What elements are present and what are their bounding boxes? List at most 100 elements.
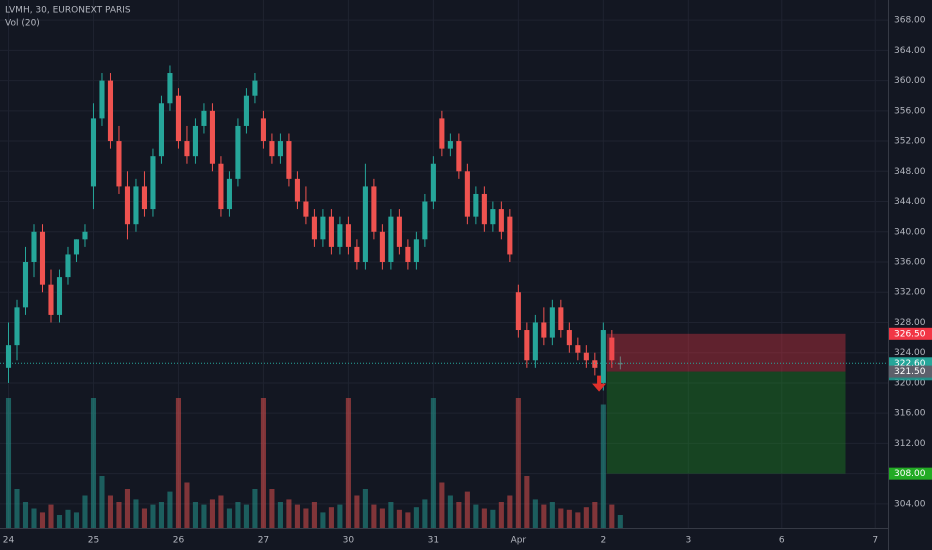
volume-bar	[473, 504, 479, 528]
volume-bar	[532, 499, 538, 528]
volume-bar	[269, 489, 275, 528]
candle-body	[14, 307, 20, 346]
candle-body	[354, 246, 360, 262]
candle-body	[99, 80, 105, 119]
volume-bar	[150, 504, 156, 528]
volume-bar	[90, 398, 97, 528]
volume-bar	[345, 398, 351, 528]
volume-bar	[48, 504, 54, 528]
volume-legend: Vol (20)	[5, 19, 40, 29]
volume-bar	[56, 515, 63, 528]
candle-body	[566, 330, 572, 346]
candle-body	[65, 254, 71, 278]
volume-bar	[192, 502, 198, 528]
candle-body	[473, 193, 479, 217]
volume-bar	[320, 512, 326, 528]
candle-body	[439, 118, 445, 149]
candle-body	[617, 363, 623, 365]
candle-body	[39, 231, 46, 285]
y-tick-label: 352.00	[894, 137, 926, 147]
volume-bar	[277, 502, 283, 528]
volume-bar	[31, 508, 37, 528]
y-tick-label: 340.00	[894, 227, 926, 237]
candle-body	[226, 178, 232, 210]
candle-body	[48, 284, 54, 315]
volume-bar	[73, 512, 80, 528]
volume-bar	[524, 476, 530, 528]
volume-bar	[133, 499, 139, 528]
price-label-bg	[889, 327, 932, 340]
y-tick-label: 332.00	[894, 288, 926, 298]
volume-bar	[388, 502, 394, 528]
y-tick-label: 368.00	[894, 16, 926, 26]
price-label: 326.50	[894, 329, 926, 339]
volume-bar	[5, 398, 12, 528]
candle-body	[405, 246, 411, 262]
y-tick-label: 324.00	[894, 348, 926, 358]
candle-body	[490, 209, 496, 225]
x-tick-label: 25	[88, 536, 99, 546]
y-tick-label: 348.00	[894, 167, 926, 177]
y-tick-label: 356.00	[894, 106, 926, 116]
volume-bar	[583, 507, 589, 528]
candle-body	[141, 186, 148, 210]
candle-body	[133, 186, 139, 225]
candle-body	[532, 322, 538, 361]
price-label: 308.00	[894, 469, 926, 479]
price-label-bg	[889, 365, 932, 378]
candle-body	[82, 231, 88, 240]
volume-bar	[549, 502, 555, 528]
volume-bar	[405, 512, 411, 528]
candle-body	[167, 73, 173, 104]
candle-body	[31, 231, 37, 262]
volume-bar	[99, 476, 105, 528]
chart-title: LVMH, 30, EURONEXT PARIS	[5, 6, 131, 16]
volume-bar	[430, 398, 436, 528]
candle-body	[158, 103, 165, 157]
volume-bar	[379, 508, 385, 528]
candle-body	[277, 141, 283, 157]
candle-body	[192, 125, 198, 157]
price-label: 321.50	[894, 367, 926, 377]
candle-body	[456, 141, 462, 172]
x-tick-label: 24	[3, 536, 15, 546]
candle-body	[320, 216, 326, 240]
y-tick-label: 336.00	[894, 258, 926, 268]
volume-bar	[39, 512, 46, 528]
volume-bar	[22, 502, 29, 528]
x-tick-label: 3	[685, 536, 691, 546]
candle-body	[252, 80, 258, 96]
volume-bar	[14, 489, 20, 528]
volume-bar	[507, 495, 513, 528]
volume-bar	[184, 482, 190, 528]
candle-body	[379, 231, 385, 262]
x-tick-label: 6	[779, 536, 785, 546]
volume-bar	[592, 502, 598, 528]
volume-bar	[218, 495, 224, 528]
volume-bar	[303, 508, 309, 528]
volume-bar	[201, 504, 207, 528]
volume-bar	[362, 489, 368, 528]
candle-body	[498, 209, 504, 232]
x-tick-label: 31	[428, 536, 439, 546]
volume-bar	[286, 499, 292, 528]
candle-body	[609, 337, 615, 361]
candle-body	[337, 224, 343, 247]
volume-bar	[243, 504, 249, 528]
volume-bar	[566, 509, 572, 528]
candle-body	[413, 239, 419, 262]
volume-bar	[371, 504, 377, 528]
volume-bar	[354, 495, 360, 528]
x-tick-label: 30	[343, 536, 355, 546]
price-label-bg	[889, 467, 932, 480]
candle-body	[150, 156, 156, 210]
x-tick-label: 2	[600, 536, 606, 546]
x-tick-label: 27	[258, 536, 269, 546]
candle-body	[311, 216, 317, 240]
candle-body	[56, 277, 63, 315]
candle-body	[371, 186, 377, 232]
candle-body	[515, 292, 521, 331]
